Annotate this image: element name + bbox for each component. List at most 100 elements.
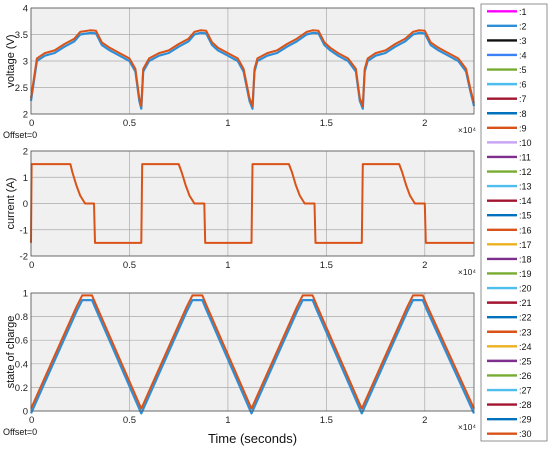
x-tick-label: 1 — [225, 260, 230, 271]
legend-entry: :4 — [487, 50, 527, 60]
legend-entry: :26 — [487, 371, 532, 381]
plot-area — [31, 293, 474, 411]
legend-label: :28 — [519, 400, 532, 410]
legend-entry: :22 — [487, 313, 532, 323]
legend-label: :3 — [519, 36, 527, 46]
y-tick-label: 0.6 — [15, 336, 28, 347]
legend-label: :10 — [519, 138, 532, 148]
legend-label: :18 — [519, 254, 532, 264]
legend-label: :30 — [519, 429, 532, 439]
legend-label: :9 — [519, 123, 527, 133]
legend-entry: :2 — [487, 21, 527, 31]
y-tick-label: 2 — [23, 147, 28, 158]
y-tick-label: -2 — [20, 252, 28, 263]
legend-label: :20 — [519, 284, 532, 294]
x-tick-label: 1.5 — [320, 260, 333, 271]
x-tick-label: 0 — [29, 260, 34, 271]
legend-entry: :15 — [487, 211, 532, 221]
legend-label: :24 — [519, 342, 532, 352]
legend-entry: :10 — [487, 138, 532, 148]
series-line-under — [29, 299, 476, 415]
legend-entry: :17 — [487, 240, 532, 250]
legend-entry: :20 — [487, 284, 532, 294]
legend-label: :1 — [519, 7, 527, 17]
legend-entry: :13 — [487, 182, 532, 192]
legend-label: :29 — [519, 415, 532, 425]
legend-label: :5 — [519, 65, 527, 75]
y-tick-label: 3.5 — [15, 30, 28, 41]
legend-label: :14 — [519, 196, 532, 206]
y-tick-label: 3 — [23, 57, 28, 68]
x-tick-label: 1 — [225, 118, 230, 129]
x-axis-label: Time (seconds) — [208, 431, 297, 446]
legend-label: :15 — [519, 211, 532, 221]
series-line — [30, 294, 475, 410]
plot-frame — [30, 292, 475, 412]
y-tick-label: 0 — [23, 407, 28, 418]
legend-label: :21 — [519, 298, 532, 308]
y-tick-label: 0.2 — [15, 383, 28, 394]
legend-entry: :24 — [487, 342, 532, 352]
offset-label: Offset=0 — [3, 130, 37, 140]
legend-entry: :16 — [487, 225, 532, 235]
legend-entry: :30 — [487, 429, 532, 439]
legend-label: :23 — [519, 327, 532, 337]
x-tick-label: 1.5 — [320, 415, 333, 426]
series-line — [30, 163, 474, 244]
y-tick-label: 2 — [23, 110, 28, 121]
legend-entry: :1 — [487, 7, 527, 17]
x-exponent-label: ×10⁴ — [458, 422, 476, 432]
legend-entry: :27 — [487, 386, 532, 396]
legend-entry: :3 — [487, 36, 527, 46]
legend-label: :11 — [519, 152, 531, 162]
legend-entry: :18 — [487, 254, 532, 264]
subplot-1: 0 0.5 1 1.5 2 2 2.5 3 3.5 4 ×10⁴ Offset=0 voltage (V… — [3, 4, 476, 141]
legend-entry: :23 — [487, 327, 532, 337]
legend-entry: :9 — [487, 123, 527, 133]
legend-label: :6 — [519, 80, 527, 90]
legend-entry: :21 — [487, 298, 532, 308]
legend-entry: :25 — [487, 356, 532, 366]
y-tick-label: 1 — [23, 173, 28, 184]
legend-label: :8 — [519, 109, 527, 119]
y-axis-label: voltage (V) — [5, 34, 17, 87]
legend-label: :13 — [519, 182, 532, 192]
subplot-2: 0 0.5 1 1.5 2 -2 -1 0 1 2 ×10⁴ current (A) — [5, 147, 476, 278]
y-tick-label: -1 — [20, 225, 28, 236]
legend-entry: :14 — [487, 196, 532, 206]
x-tick-label: 1.5 — [320, 118, 333, 129]
series-line — [30, 29, 475, 108]
plot-frame — [30, 150, 475, 257]
x-exponent-label: ×10⁴ — [458, 125, 476, 135]
legend-label: :26 — [519, 371, 532, 381]
subplot-3: 0 0.5 1 1.5 2 0 0.2 0.4 0.6 0.8 1 ×10⁴ Offset=0 state… — [3, 289, 476, 447]
x-tick-label: 0.5 — [123, 118, 136, 129]
y-tick-label: 0.4 — [15, 359, 28, 370]
legend-entry: :19 — [487, 269, 532, 279]
x-tick-label: 2 — [422, 415, 427, 426]
x-exponent-label: ×10⁴ — [458, 267, 476, 277]
legend-label: :27 — [519, 386, 532, 396]
legend-label: :4 — [519, 50, 527, 60]
x-tick-label: 0 — [29, 118, 34, 129]
legend-label: :19 — [519, 269, 532, 279]
legend-box — [480, 3, 548, 442]
legend: :1:2:3:4:5:6:7:8:9:10:11:12:13:14:15:16:… — [480, 3, 548, 442]
y-tick-label: 2.5 — [15, 83, 28, 94]
offset-label: Offset=0 — [3, 427, 37, 437]
y-tick-label: 1 — [23, 289, 28, 300]
legend-label: :25 — [519, 356, 532, 366]
x-tick-label: 1 — [225, 415, 230, 426]
legend-label: :17 — [519, 240, 532, 250]
x-tick-label: 2 — [422, 118, 427, 129]
y-axis-label: current (A) — [5, 178, 17, 230]
y-tick-label: 4 — [23, 4, 28, 15]
y-tick-label: 0 — [23, 199, 28, 210]
legend-entry: :29 — [487, 415, 532, 425]
legend-label: :16 — [519, 225, 532, 235]
y-tick-label: 0.8 — [15, 312, 28, 323]
x-tick-label: 0.5 — [123, 260, 136, 271]
y-axis-label: state of charge — [5, 316, 17, 389]
